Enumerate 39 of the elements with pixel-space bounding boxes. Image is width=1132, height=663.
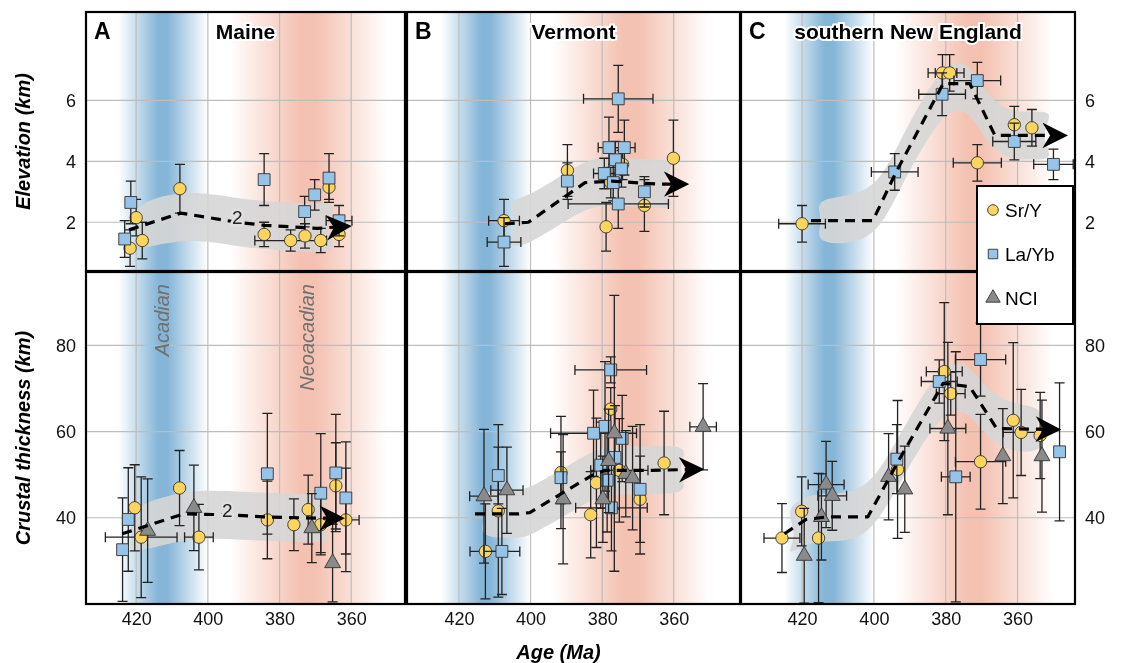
legend-label: Sr/Y: [1005, 200, 1043, 221]
y-tick-label: 40: [1085, 508, 1106, 529]
y-tick-label: 4: [1085, 151, 1096, 172]
y-tick-label: 60: [55, 421, 76, 442]
y-axis-title: Crustal thickness (km): [12, 330, 34, 546]
band-label: Neoacadian: [296, 284, 319, 391]
y-tick-label: 2: [1085, 212, 1096, 233]
annotation: A: [94, 18, 111, 44]
chart-title: Maine: [215, 20, 276, 43]
x-tick-label: 420: [444, 608, 475, 629]
y-tick-label: 4: [65, 151, 76, 172]
x-tick-label: 360: [1003, 608, 1034, 629]
annotation: 2: [231, 207, 243, 229]
annotation: B: [415, 18, 432, 44]
x-tick-label: 380: [587, 608, 618, 629]
y-tick-label: 60: [1085, 421, 1106, 442]
chart-title: southern New England: [794, 20, 1022, 43]
y-tick-label: 2: [65, 212, 76, 233]
x-tick-label: 360: [336, 608, 367, 629]
y-tick-label: 40: [55, 508, 76, 529]
y-tick-label: 6: [1085, 90, 1096, 111]
x-axis-title: Age (Ma): [515, 641, 602, 663]
x-tick-label: 420: [787, 608, 818, 629]
annotation: C: [749, 18, 766, 44]
chart-title: Vermont: [531, 20, 616, 43]
band-label: Acadian: [151, 284, 174, 358]
x-tick-label: 420: [121, 608, 152, 629]
x-tick-label: 360: [659, 608, 690, 629]
x-tick-label: 400: [516, 608, 547, 629]
y-tick-label: 80: [55, 335, 76, 356]
legend-label: La/Yb: [1005, 244, 1055, 265]
x-tick-label: 400: [193, 608, 224, 629]
y-tick-label: 6: [65, 90, 76, 111]
legend-label: NCI: [1005, 288, 1038, 309]
x-tick-label: 380: [931, 608, 962, 629]
x-tick-label: 380: [265, 608, 296, 629]
y-axis-title: Elevation (km): [12, 72, 34, 210]
x-tick-label: 400: [859, 608, 890, 629]
y-tick-label: 80: [1085, 335, 1106, 356]
